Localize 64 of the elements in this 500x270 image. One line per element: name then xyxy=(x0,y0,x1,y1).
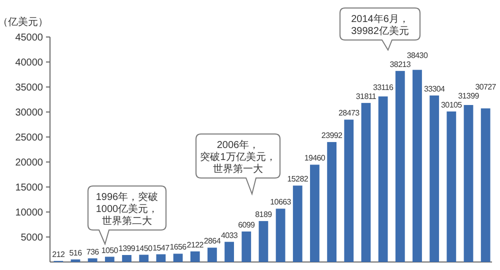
y-tick-label: 15000 xyxy=(15,182,44,194)
bar xyxy=(446,111,456,262)
bar xyxy=(88,258,98,262)
bar xyxy=(104,256,114,262)
bar xyxy=(344,120,354,262)
bar xyxy=(464,105,474,262)
y-tick-label: 45000 xyxy=(15,32,44,44)
bar xyxy=(242,232,252,262)
bar xyxy=(430,95,440,262)
bar xyxy=(258,221,268,262)
data-label: 736 xyxy=(86,247,100,256)
data-label: 38430 xyxy=(406,50,428,60)
data-label: 19460 xyxy=(304,154,326,163)
data-label: 30105 xyxy=(441,100,463,110)
data-label: 212 xyxy=(52,250,66,259)
bar xyxy=(378,96,388,262)
bar xyxy=(122,255,132,262)
data-label: 1399 xyxy=(118,244,136,254)
data-label: 30727 xyxy=(475,82,497,92)
bar xyxy=(412,70,422,262)
data-label: 4033 xyxy=(220,230,238,240)
annotation: 1996年，突破1000亿美元，世界第二大 xyxy=(96,191,158,227)
bar xyxy=(361,102,371,262)
data-label: 15282 xyxy=(287,174,309,184)
y-tick-label: 25000 xyxy=(15,132,44,144)
data-label: 1450 xyxy=(136,244,153,253)
y-tick-label: 20000 xyxy=(15,158,44,168)
y-tick-label: 10000 xyxy=(15,208,44,218)
bar xyxy=(327,142,337,262)
data-label: 31399 xyxy=(458,91,480,100)
y-axis-title: （亿美元） xyxy=(0,16,48,28)
data-label: 23992 xyxy=(321,131,344,140)
annotation: 2006年，突破1万亿美元，世界第一大 xyxy=(200,139,276,175)
bar xyxy=(173,254,183,262)
bar xyxy=(395,70,405,262)
data-label: 31811 xyxy=(356,92,377,101)
bar xyxy=(292,186,302,262)
bar xyxy=(224,242,234,262)
data-label: 1547 xyxy=(152,243,170,252)
bar xyxy=(207,248,217,262)
data-label: 33304 xyxy=(424,84,446,94)
data-label: 2122 xyxy=(186,240,204,250)
data-label: 8189 xyxy=(255,210,273,220)
annotation: 2014年6月，39982亿美元 xyxy=(351,13,409,37)
data-label: 33116 xyxy=(372,82,394,92)
bar xyxy=(70,259,80,262)
data-label: 10663 xyxy=(270,198,292,207)
y-tick-label: 30000 xyxy=(15,108,44,118)
y-tick-label: 5000 xyxy=(20,232,44,244)
data-label: 6099 xyxy=(238,220,256,230)
data-label: 1050 xyxy=(101,246,119,255)
bar xyxy=(310,164,320,262)
data-label: 2864 xyxy=(204,236,222,246)
data-label: 516 xyxy=(69,248,83,258)
bar xyxy=(190,251,200,262)
bar xyxy=(156,254,166,262)
y-tick-label: 40000 xyxy=(15,58,44,68)
bar xyxy=(480,108,490,262)
data-label: 38213 xyxy=(390,60,412,69)
data-label: 1656 xyxy=(170,242,188,252)
bar xyxy=(139,254,149,262)
bar xyxy=(276,208,286,262)
data-label: 28473 xyxy=(338,108,360,118)
y-tick-label: 35000 xyxy=(15,82,44,94)
